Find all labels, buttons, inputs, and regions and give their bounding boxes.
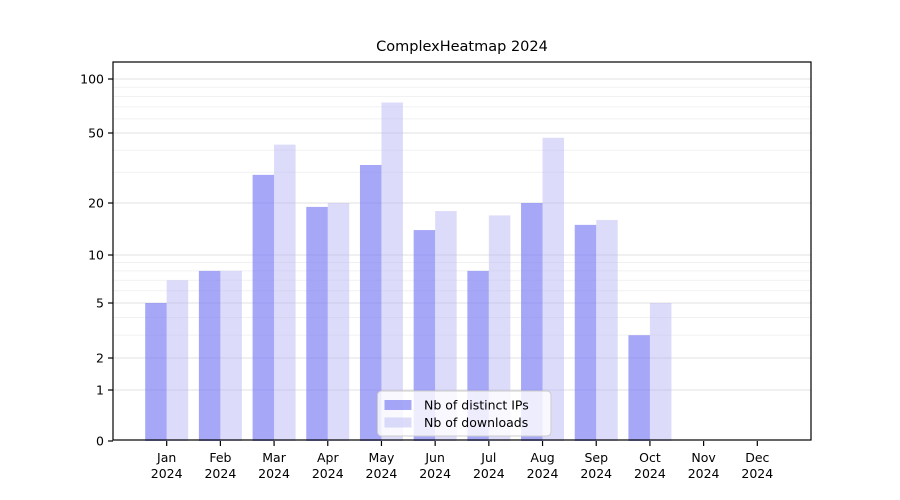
x-tick-label-year: 2024 bbox=[204, 466, 236, 481]
legend-label-1: Nb of downloads bbox=[424, 415, 528, 430]
bar-mar-ips bbox=[252, 174, 275, 442]
x-tick-label-year: 2024 bbox=[151, 466, 183, 481]
y-tick-label: 2 bbox=[96, 351, 104, 366]
x-tick-label-month: Dec bbox=[745, 450, 769, 465]
x-tick-label-year: 2024 bbox=[419, 466, 451, 481]
x-tick-label-year: 2024 bbox=[366, 466, 398, 481]
bar-oct-ips bbox=[628, 335, 650, 441]
bar-groups bbox=[145, 102, 672, 442]
legend-box bbox=[377, 390, 552, 437]
x-tick-label-month: Aug bbox=[530, 450, 554, 465]
y-tick-label: 100 bbox=[80, 72, 104, 87]
x-tick-label-year: 2024 bbox=[741, 466, 773, 481]
bar-apr-downloads bbox=[327, 203, 350, 441]
bar-oct-downloads bbox=[649, 303, 672, 441]
bar-jan-ips bbox=[145, 303, 167, 441]
bar-apr-ips bbox=[306, 206, 328, 441]
x-axis: Jan2024Feb2024Mar2024Apr2024May2024Jun20… bbox=[151, 441, 773, 481]
y-tick-label: 10 bbox=[88, 248, 104, 263]
bar-aug-downloads bbox=[542, 137, 565, 441]
legend-swatch-1 bbox=[384, 417, 412, 428]
x-tick-label-month: Jun bbox=[424, 450, 445, 465]
x-tick-label-year: 2024 bbox=[527, 466, 559, 481]
x-tick-label-year: 2024 bbox=[473, 466, 505, 481]
legend-label-0: Nb of distinct IPs bbox=[424, 398, 529, 413]
x-tick-label-month: Jul bbox=[480, 450, 496, 465]
bar-feb-downloads bbox=[220, 270, 242, 441]
bar-may-ips bbox=[359, 164, 382, 442]
y-tick-label: 5 bbox=[96, 296, 104, 311]
x-tick-label-year: 2024 bbox=[688, 466, 720, 481]
x-tick-label-month: Nov bbox=[691, 450, 716, 465]
x-tick-label-month: Mar bbox=[262, 450, 286, 465]
chart-title: ComplexHeatmap 2024 bbox=[376, 39, 548, 55]
legend: Nb of distinct IPs Nb of downloads bbox=[377, 390, 552, 437]
y-tick-label: 20 bbox=[88, 196, 104, 211]
y-axis: 0 1 2 5 10 20 50 100 bbox=[80, 72, 113, 449]
plot-border bbox=[112, 61, 812, 441]
x-tick-label-month: Apr bbox=[317, 450, 339, 465]
bar-jun-downloads bbox=[435, 211, 457, 441]
x-tick-label-month: Sep bbox=[584, 450, 608, 465]
x-tick-label-year: 2024 bbox=[580, 466, 612, 481]
bar-jun-ips bbox=[413, 230, 436, 441]
x-tick-label-year: 2024 bbox=[634, 466, 666, 481]
bar-jan-downloads bbox=[166, 280, 189, 441]
y-tick-label: 0 bbox=[96, 434, 104, 449]
bar-sep-downloads bbox=[596, 219, 618, 441]
bar-jul-downloads bbox=[488, 215, 511, 441]
bar-aug-ips bbox=[521, 203, 543, 441]
x-tick-label-year: 2024 bbox=[312, 466, 344, 481]
x-tick-label-month: Jan bbox=[156, 450, 176, 465]
bar-sep-ips bbox=[574, 224, 597, 441]
bar-may-downloads bbox=[381, 102, 403, 441]
x-tick-label-month: Oct bbox=[639, 450, 661, 465]
legend-swatch-0 bbox=[384, 400, 412, 410]
bar-feb-ips bbox=[198, 270, 221, 441]
y-tick-label: 50 bbox=[88, 126, 104, 141]
x-tick-label-month: Feb bbox=[209, 450, 231, 465]
x-tick-label-month: May bbox=[369, 450, 395, 465]
y-tick-label: 1 bbox=[96, 383, 104, 398]
bar-mar-downloads bbox=[274, 144, 296, 442]
x-tick-label-year: 2024 bbox=[258, 466, 290, 481]
